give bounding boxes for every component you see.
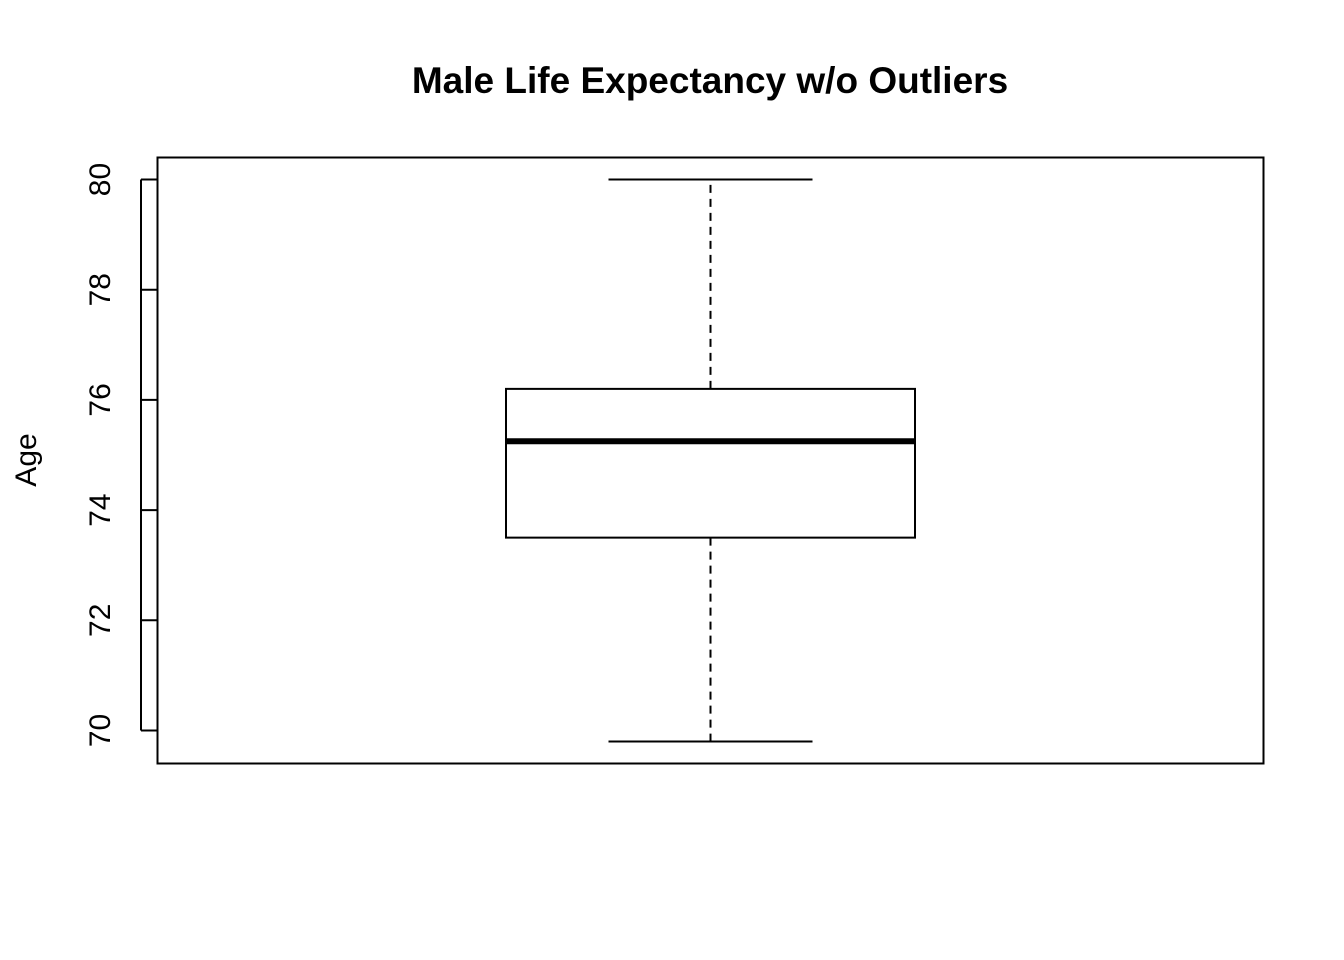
y-axis: 70 72 74 76 78 80 [84,163,158,747]
y-tick-label: 80 [84,163,117,196]
y-tick-label: 70 [84,714,117,747]
y-tick-label: 76 [84,383,117,416]
y-axis-label: Age [10,433,43,486]
iqr-box [505,387,916,539]
y-tick-label: 72 [84,604,117,637]
boxplot-group [505,178,916,743]
y-tick-label: 74 [84,493,117,526]
chart-title: Male Life Expectancy w/o Outliers [412,60,1008,101]
plot-frame [156,156,1265,765]
y-tick-label: 78 [84,273,117,306]
